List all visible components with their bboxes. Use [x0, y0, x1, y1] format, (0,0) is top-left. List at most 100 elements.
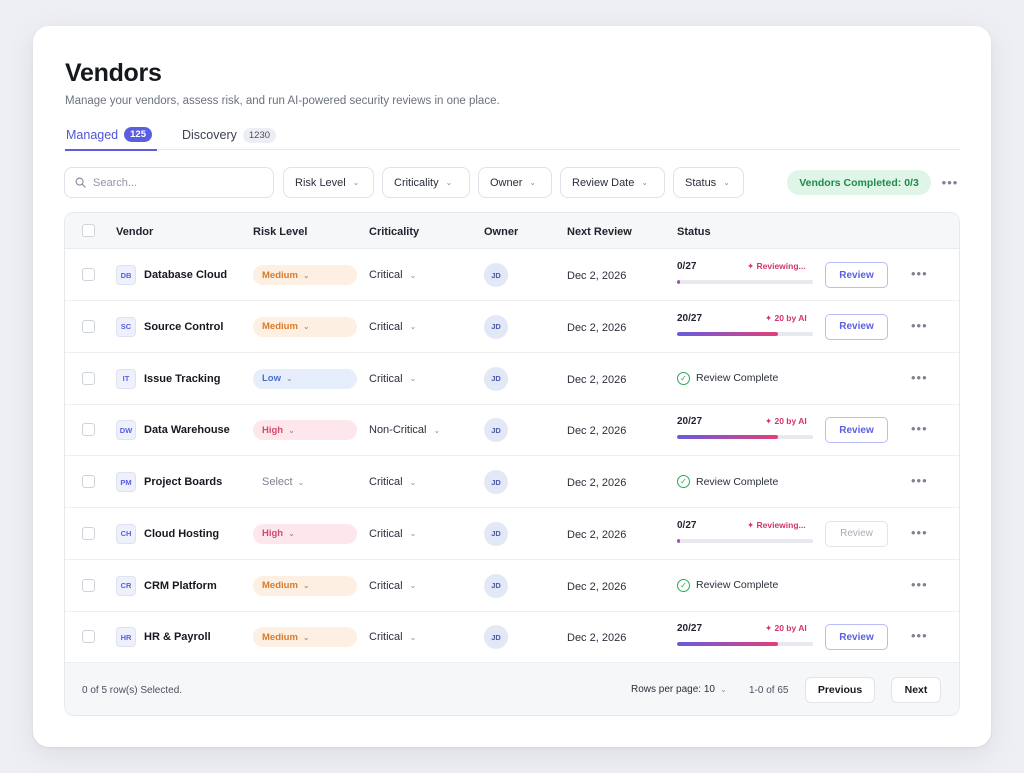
owner-avatar[interactable]: JD — [484, 418, 508, 443]
ai-status-text: Reviewing... — [756, 519, 806, 530]
criticality-dropdown[interactable]: Critical ⌄ — [369, 528, 416, 540]
row-checkbox[interactable] — [82, 630, 95, 644]
next-review-date: Dec 2, 2026 — [567, 580, 627, 593]
criticality-dropdown[interactable]: Critical ⌄ — [369, 580, 416, 592]
criticality-dropdown[interactable]: Non-Critical ⌄ — [369, 424, 440, 436]
search-input[interactable] — [93, 176, 253, 189]
table-row[interactable]: DW Data Warehouse High ⌄ Non-Critical ⌄ JD Dec … — [65, 404, 959, 457]
more-horizontal-icon[interactable]: ••• — [911, 369, 928, 385]
risk-level-dropdown[interactable]: High ⌄ — [253, 420, 357, 441]
row-checkbox[interactable] — [82, 268, 95, 281]
review-button[interactable]: Review — [825, 313, 888, 340]
review-date-filter[interactable]: Review Date ⌄ — [560, 167, 665, 198]
criticality-value: Critical — [369, 269, 403, 281]
rows-per-page-select[interactable]: Rows per page: 10 ⌄ — [631, 684, 727, 695]
row-checkbox[interactable] — [82, 475, 95, 488]
criticality-dropdown[interactable]: Critical ⌄ — [369, 476, 416, 488]
owner-avatar[interactable]: JD — [484, 366, 508, 391]
vendor-logo: CH — [116, 523, 136, 544]
review-button[interactable]: Review — [825, 624, 888, 651]
risk-level-dropdown[interactable]: Medium ⌄ — [253, 316, 357, 337]
table-row[interactable]: DB Database Cloud Medium ⌄ Critical ⌄ JD Dec 2,… — [65, 249, 959, 301]
tab-discovery[interactable]: Discovery 1230 — [182, 120, 277, 150]
status-filter[interactable]: Status ⌄ — [673, 167, 744, 198]
tab-managed[interactable]: Managed 125 — [65, 120, 157, 151]
table-row[interactable]: HR HR & Payroll Medium ⌄ Critical ⌄ JD Dec 2, 2… — [65, 611, 959, 664]
more-horizontal-icon[interactable]: ••• — [911, 473, 928, 488]
owner-avatar[interactable]: JD — [484, 263, 508, 287]
header-risk-level[interactable]: Risk Level — [253, 226, 308, 238]
vendor-name[interactable]: Data Warehouse — [144, 424, 230, 437]
vendor-name[interactable]: Cloud Hosting — [144, 527, 220, 540]
review-progress-fill — [677, 435, 778, 440]
more-horizontal-icon[interactable]: ••• — [911, 576, 928, 592]
review-button[interactable]: Review — [825, 262, 888, 288]
owner-avatar[interactable]: JD — [484, 314, 508, 339]
vendor-name[interactable]: Issue Tracking — [144, 372, 221, 385]
review-button[interactable]: Review — [825, 417, 888, 444]
row-checkbox[interactable] — [82, 423, 95, 437]
review-progress-fill — [677, 642, 778, 647]
rows-per-page-label: Rows per page: 10 — [631, 684, 715, 695]
table-row[interactable]: IT Issue Tracking Low ⌄ Critical ⌄ JD Dec 2, 20… — [65, 353, 959, 405]
risk-level-value: Medium — [262, 321, 298, 333]
chevron-down-icon: ⌄ — [529, 178, 537, 187]
vendor-name[interactable]: CRM Platform — [144, 579, 217, 592]
criticality-dropdown[interactable]: Critical ⌄ — [369, 373, 416, 385]
table-row[interactable]: CR CRM Platform Medium ⌄ Critical ⌄ JD Dec 2, 2… — [65, 560, 959, 612]
review-progress-fill — [677, 331, 778, 336]
row-checkbox[interactable] — [82, 319, 95, 333]
table-row[interactable]: CH Cloud Hosting High ⌄ Critical ⌄ JD Dec 2, 20… — [65, 508, 959, 560]
vendor-name[interactable]: Project Boards — [144, 476, 223, 488]
header-vendor[interactable]: Vendor — [116, 226, 154, 238]
risk-level-value: Medium — [262, 269, 298, 281]
filter-label: Status — [685, 176, 717, 189]
vendor-logo: CR — [116, 575, 136, 596]
row-checkbox[interactable] — [82, 526, 95, 540]
criticality-dropdown[interactable]: Critical ⌄ — [369, 631, 416, 643]
vendor-name[interactable]: Database Cloud — [144, 269, 228, 281]
owner-avatar[interactable]: JD — [484, 470, 508, 494]
risk-level-dropdown[interactable]: Medium ⌄ — [253, 575, 357, 596]
more-horizontal-icon[interactable]: ••• — [941, 174, 959, 190]
table-row[interactable]: PM Project Boards Select ⌄ Critical ⌄ JD Dec 2,… — [65, 456, 959, 508]
risk-level-dropdown[interactable]: Select ⌄ — [253, 472, 357, 492]
more-horizontal-icon[interactable]: ••• — [911, 421, 928, 437]
table-row[interactable]: SC Source Control Medium ⌄ Critical ⌄ JD Dec 2,… — [65, 301, 959, 353]
row-checkbox[interactable] — [82, 371, 95, 385]
criticality-dropdown[interactable]: Critical ⌄ — [369, 321, 416, 333]
owner-avatar[interactable]: JD — [484, 625, 508, 650]
review-progress-bar — [677, 280, 813, 284]
header-criticality[interactable]: Criticality — [369, 226, 420, 238]
vendor-logo: HR — [116, 627, 136, 648]
risk-level-dropdown[interactable]: High ⌄ — [253, 523, 357, 544]
risk-level-dropdown[interactable]: Medium ⌄ — [253, 627, 357, 648]
next-button[interactable]: Next — [891, 677, 941, 703]
risk-level-dropdown[interactable]: Medium ⌄ — [253, 265, 357, 285]
criticality-value: Critical — [369, 631, 403, 644]
owner-filter[interactable]: Owner ⌄ — [478, 167, 552, 198]
header-owner[interactable]: Owner — [484, 226, 519, 238]
ai-status-text: 20 by AI — [774, 312, 807, 323]
criticality-filter[interactable]: Criticality ⌄ — [382, 167, 470, 198]
chevron-down-icon: ⌄ — [288, 529, 295, 539]
criticality-value: Critical — [369, 372, 403, 385]
criticality-dropdown[interactable]: Critical ⌄ — [369, 269, 416, 281]
more-horizontal-icon[interactable]: ••• — [911, 524, 928, 540]
more-horizontal-icon[interactable]: ••• — [911, 266, 928, 281]
more-horizontal-icon[interactable]: ••• — [911, 628, 928, 644]
more-horizontal-icon[interactable]: ••• — [911, 317, 928, 333]
risk-level-filter[interactable]: Risk Level ⌄ — [283, 167, 374, 198]
vendor-name[interactable]: Source Control — [144, 320, 224, 333]
vendor-name[interactable]: HR & Payroll — [144, 631, 211, 644]
review-button[interactable]: Review — [825, 520, 888, 547]
row-checkbox[interactable] — [82, 578, 95, 592]
risk-level-dropdown[interactable]: Low ⌄ — [253, 368, 357, 389]
select-all-checkbox[interactable] — [82, 224, 95, 237]
owner-avatar[interactable]: JD — [484, 521, 508, 546]
tab-label: Discovery — [182, 128, 237, 142]
header-next-review[interactable]: Next Review — [567, 226, 632, 238]
owner-avatar[interactable]: JD — [484, 573, 508, 598]
previous-button[interactable]: Previous — [805, 677, 875, 703]
header-status[interactable]: Status — [677, 226, 711, 238]
